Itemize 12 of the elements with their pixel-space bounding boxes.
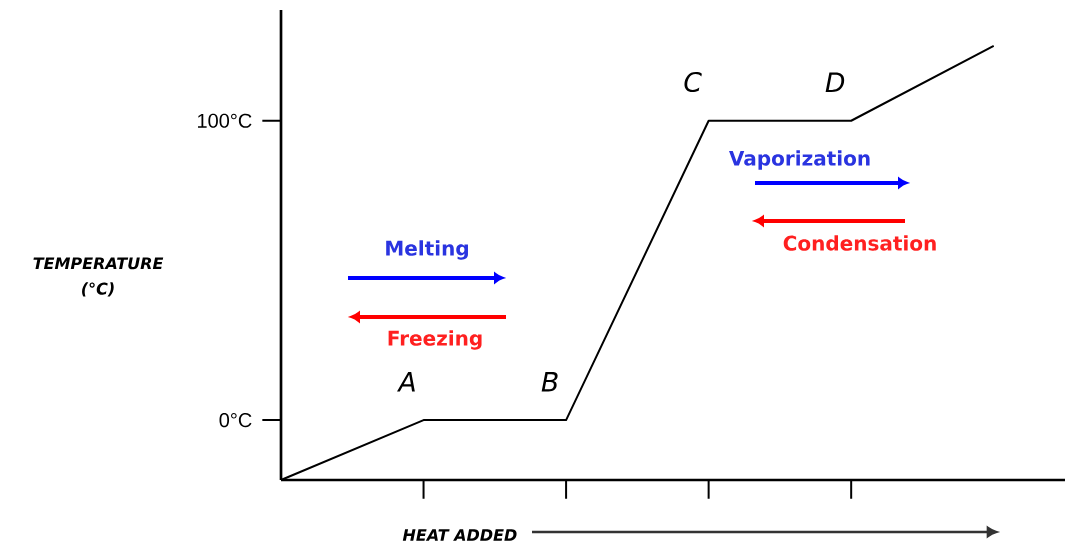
y-tick-label: 100°C <box>198 113 252 128</box>
annotation: Melting <box>386 240 468 260</box>
y-axis-title: TEMPERATURE (°C) <box>33 257 164 297</box>
y-tick-label: 0°C <box>219 413 252 428</box>
annotation: Freezing <box>388 330 482 350</box>
annotation: C <box>684 71 702 93</box>
annotation: Vaporization <box>729 150 870 170</box>
annotation: A <box>397 371 415 392</box>
annotation: Condensation <box>783 235 936 251</box>
x-axis-title: HEAT ADDED <box>402 529 517 541</box>
annotation: B <box>541 371 558 392</box>
annotation: D <box>825 72 845 93</box>
